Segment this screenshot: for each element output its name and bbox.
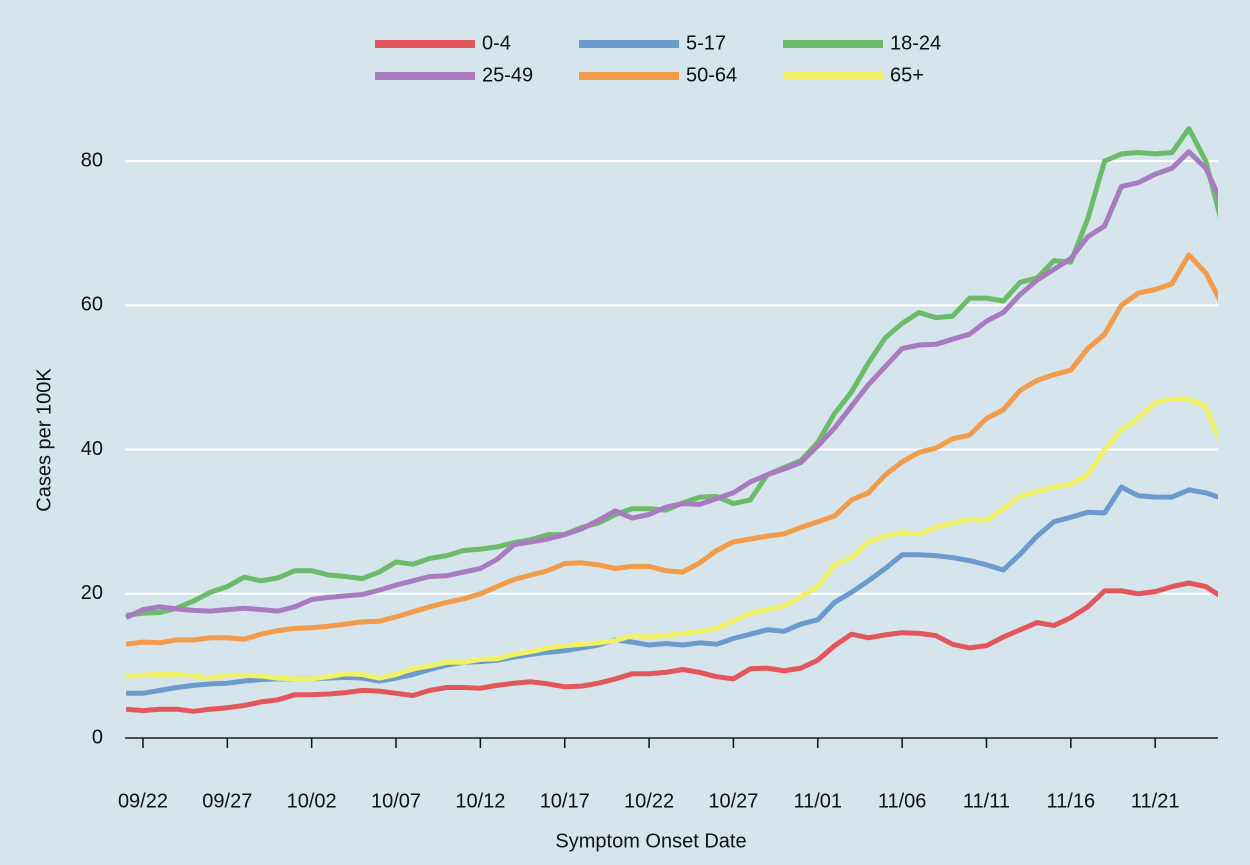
x-tick-label: 10/17 xyxy=(540,790,590,812)
y-axis-title: Cases per 100K xyxy=(33,368,55,512)
series-line xyxy=(126,484,1218,696)
series-line xyxy=(125,149,1218,620)
series-line xyxy=(125,396,1218,682)
legend-label: 25-49 xyxy=(482,64,533,86)
x-tick-label: 11/01 xyxy=(793,790,842,812)
x-tick-label: 11/16 xyxy=(1047,790,1096,812)
x-tick-label: 11/21 xyxy=(1131,790,1180,812)
x-tick-label: 10/12 xyxy=(455,790,505,812)
x-axis-title: Symptom Onset Date xyxy=(555,830,746,852)
legend-label: 18-24 xyxy=(890,32,941,54)
x-tick-label: 10/27 xyxy=(708,790,758,812)
legend-label: 0-4 xyxy=(482,32,511,54)
legend-label: 5-17 xyxy=(686,32,726,54)
x-tick-label: 09/22 xyxy=(118,790,168,812)
x-tick-label: 10/07 xyxy=(371,790,421,812)
grid xyxy=(125,160,1218,739)
x-tick-label: 11/06 xyxy=(878,790,927,812)
y-tick-label: 20 xyxy=(81,582,103,604)
legend-label: 50-64 xyxy=(686,64,737,86)
x-tick-label: 10/22 xyxy=(624,790,674,812)
x-tick-label: 11/11 xyxy=(963,790,1010,812)
y-tick-label: 80 xyxy=(81,149,103,171)
series-line xyxy=(125,580,1218,714)
y-tick-label: 60 xyxy=(81,294,103,316)
x-tick-label: 10/02 xyxy=(287,790,337,812)
x-tick-label: 09/27 xyxy=(202,790,252,812)
legend-label: 65+ xyxy=(890,64,924,86)
y-tick-label: 0 xyxy=(92,726,103,748)
series-line xyxy=(125,252,1218,647)
plot xyxy=(125,126,1218,714)
y-tick-label: 40 xyxy=(81,438,103,460)
